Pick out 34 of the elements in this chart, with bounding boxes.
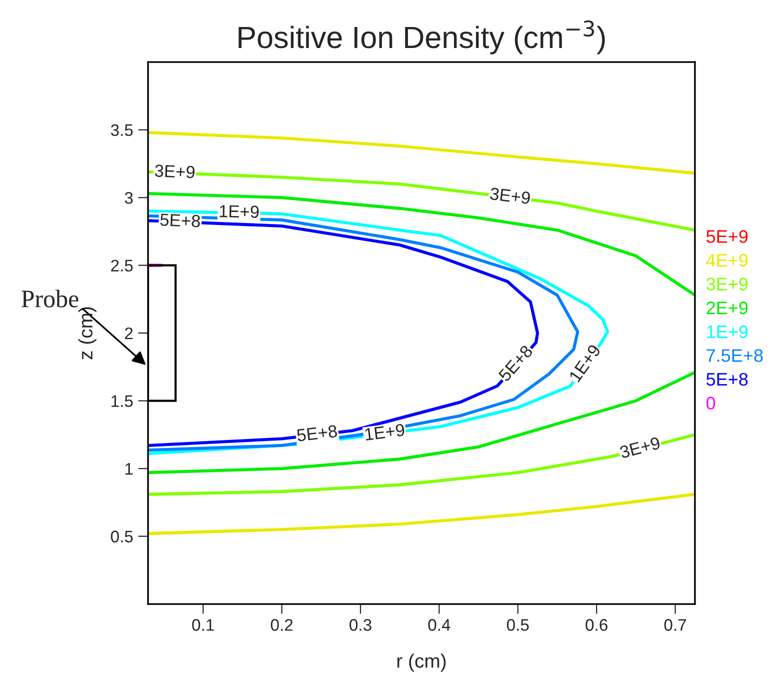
series-label: 3E+9 bbox=[154, 164, 195, 178]
text: 3E+9 bbox=[706, 278, 748, 291]
x-axis-title: r (cm) bbox=[397, 654, 446, 672]
annotation: 3E+9 bbox=[490, 187, 530, 204]
x-tick-label: 0.2 bbox=[270, 619, 293, 631]
x-tick-label: 0.7 bbox=[664, 619, 686, 631]
chart-title: Positive Ion Density (cm$^{−3}$) bbox=[238, 20, 605, 54]
series-label: 5E+8 bbox=[160, 213, 200, 228]
line-series bbox=[148, 492, 695, 536]
series-label: 2E+9 bbox=[706, 302, 748, 314]
y-axis-title: z (cm) bbox=[78, 307, 96, 360]
x-tick-label: 0.6 bbox=[586, 619, 608, 631]
y-tick-label: 1 bbox=[125, 463, 133, 475]
y-tick-label: 1.5 bbox=[112, 395, 133, 408]
annotation: 1E+9 bbox=[364, 424, 405, 441]
annotation: 5E+8 bbox=[296, 424, 338, 442]
text: 5E+8 bbox=[706, 372, 748, 386]
annotation: 3E+9 bbox=[619, 436, 661, 459]
x-tick-label: 0.4 bbox=[428, 619, 450, 631]
y-tick-label: 2.5 bbox=[111, 260, 133, 272]
y-tick-label: 2 bbox=[125, 327, 133, 340]
x-tick-label: 0.3 bbox=[350, 619, 372, 631]
x-tick-label: 0.5 bbox=[506, 619, 529, 631]
text: 1E+9 bbox=[707, 325, 748, 338]
text: Probe bbox=[22, 290, 78, 308]
y-tick-label: 3 bbox=[124, 192, 133, 204]
text: 7.5E+8 bbox=[706, 349, 763, 362]
annotation: 1E+9 bbox=[220, 204, 259, 218]
text: 4E+9 bbox=[706, 254, 748, 267]
y-tick-label: 3.5 bbox=[110, 124, 133, 136]
y-tick-label: 0.5 bbox=[110, 530, 133, 542]
legend-label: 5E+9 bbox=[706, 230, 748, 243]
x-tick-label: 0.1 bbox=[192, 619, 214, 631]
text: 0 bbox=[706, 396, 716, 410]
